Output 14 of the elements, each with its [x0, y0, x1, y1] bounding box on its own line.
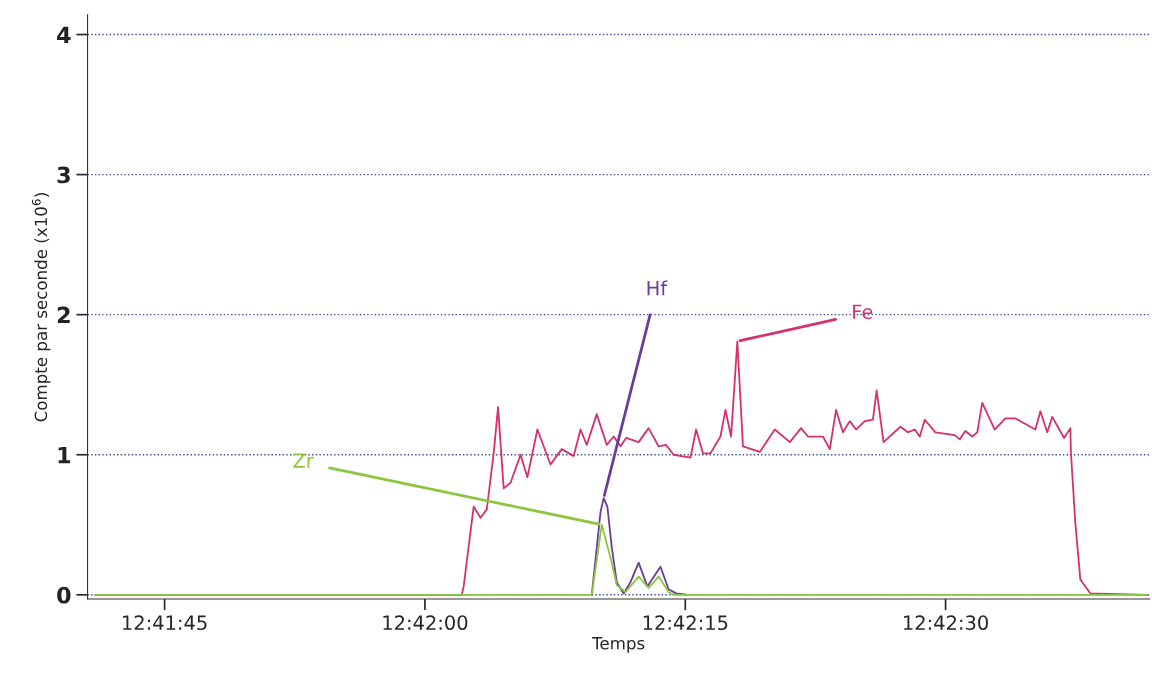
- x-axis-title: Temps: [592, 637, 645, 653]
- y-axis-title: Compte par seconde (x10$^{6}$): [31, 193, 51, 422]
- text: Fe: [853, 304, 873, 320]
- text: Zr: [293, 453, 314, 468]
- y-tick-label: 0: [57, 586, 71, 604]
- x-tick-label: 12:42:30: [904, 615, 988, 631]
- y-tick-label: 1: [58, 446, 71, 464]
- y-tick-label: 2: [57, 306, 70, 324]
- x-tick-label: 12:41:45: [123, 615, 207, 631]
- y-tick-label: 4: [57, 26, 71, 43]
- text: Hf: [647, 280, 668, 296]
- x-tick-label: 12:42:00: [383, 615, 468, 631]
- x-tick-label: 12:42:15: [643, 615, 728, 631]
- y-tick-label: 3: [57, 166, 70, 184]
